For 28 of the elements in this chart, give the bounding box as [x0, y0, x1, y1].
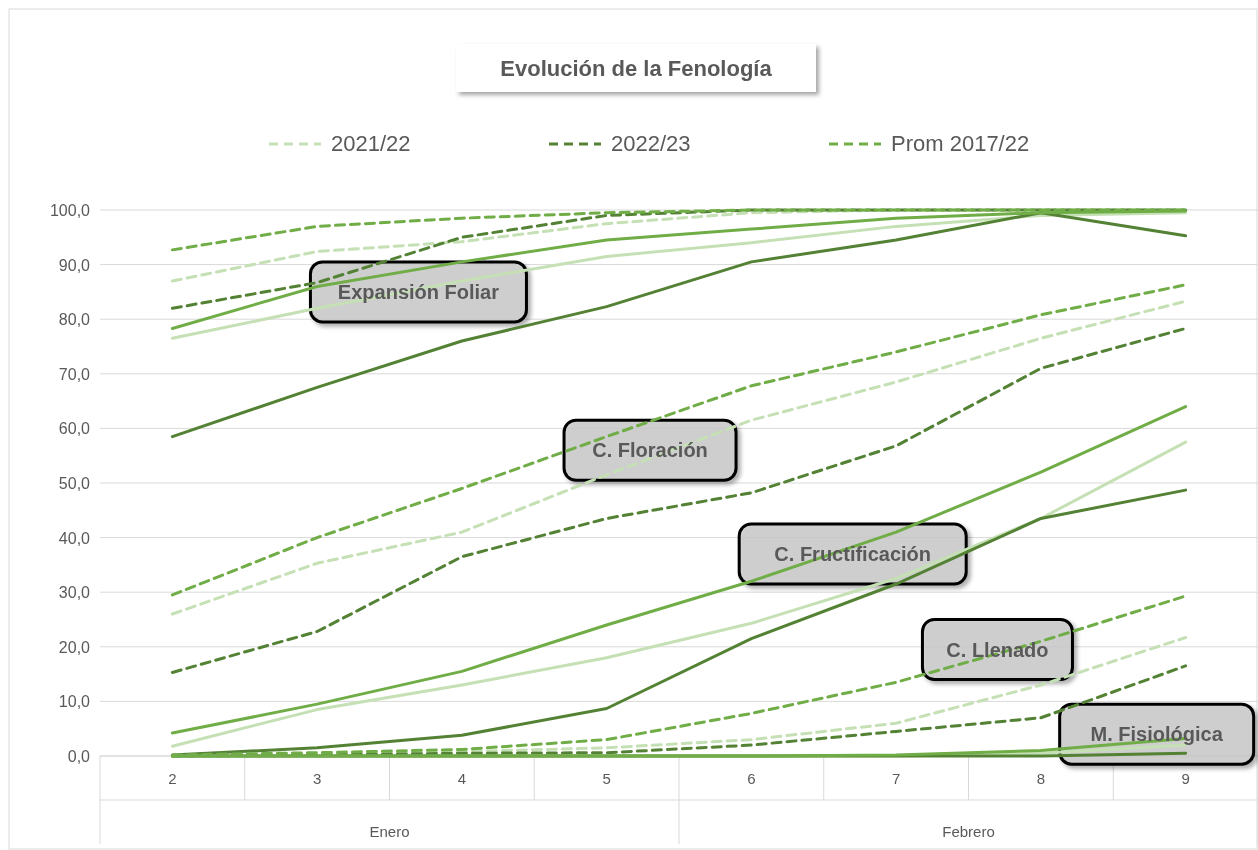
x-tick-label: 8 [1036, 770, 1046, 787]
y-tick-label: 40,0 [58, 529, 91, 547]
x-tick-label: 2 [168, 770, 177, 787]
legend-label: 2022/23 [611, 131, 691, 156]
x-tick-label: 5 [602, 770, 611, 787]
annotation: Expansión Foliar [337, 280, 500, 303]
y-tick-label: 80,0 [58, 311, 91, 329]
y-tick-label: 50,0 [58, 475, 91, 492]
y-tick-label: 70,0 [58, 365, 91, 383]
x-tick-label: 9 [1181, 770, 1190, 787]
annotation: C. Floración [592, 439, 708, 462]
legend-label: Prom 2017/22 [891, 131, 1030, 156]
legend-label: 2021/22 [331, 131, 411, 156]
x-tick-label: 4 [457, 770, 467, 787]
y-tick-label: 90,0 [58, 256, 91, 274]
y-tick-label: 10,0 [58, 693, 91, 711]
annotation: M. Fisiológica [1090, 723, 1224, 746]
y-tick-label: 0,0 [67, 748, 91, 765]
y-tick-label: 20,0 [58, 638, 91, 656]
text: Enero [369, 823, 410, 840]
x-tick-label: 3 [312, 770, 322, 787]
y-tick-label: 60,0 [58, 420, 91, 438]
y-tick-label: 30,0 [58, 584, 91, 602]
text: Febrero [942, 823, 995, 840]
x-tick-label: 6 [747, 770, 756, 787]
x-tick-label: 7 [891, 770, 901, 787]
chart-title: Evolución de la Fenología [500, 56, 773, 81]
y-tick-label: 100,0 [49, 202, 91, 219]
